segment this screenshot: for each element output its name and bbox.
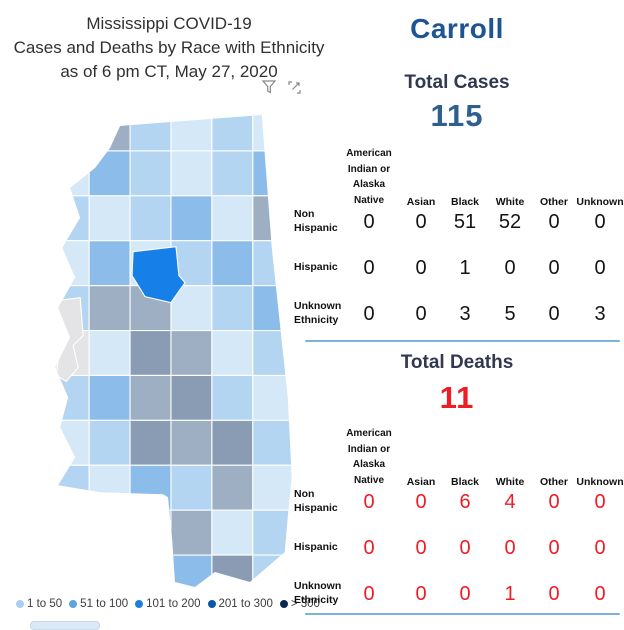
cases-by-race-table: American Indian or Alaska Native Asian B… [294,146,624,337]
legend-dot [16,600,24,608]
table-cell: 0 [363,302,375,325]
table-cell: 0 [548,256,560,279]
column-header-unknown: Unknown [576,196,624,208]
table-cell: 5 [504,302,516,325]
table-cell: 0 [548,582,560,605]
table-cell: 1 [459,256,471,279]
table-cell: 4 [504,490,516,513]
column-header-other: Other [539,196,568,208]
mississippi-county-map[interactable] [28,106,298,595]
legend-dot [69,600,78,608]
total-cases-value: 115 [430,98,484,133]
legend-label: 51 to 100 [80,598,129,610]
table-cell: 3 [594,302,606,325]
table-cell: 0 [548,490,560,513]
legend-item: 1 to 50 [16,598,62,610]
table-cell: 0 [504,256,516,279]
column-header-white: White [495,196,525,208]
table-cell: 0 [504,536,516,559]
county-detail-panel: Carroll Total Cases 115 American Indian … [292,0,624,630]
table-cell: 0 [363,536,375,559]
table-cell: 0 [363,582,375,605]
deaths-by-race-table: American Indian or Alaska Native Asian B… [294,426,624,617]
legend-item: > 300 [279,598,320,610]
table-cell: 0 [415,302,427,325]
column-header-black: Black [450,196,480,208]
report-title: Mississippi COVID-19 Cases and Deaths by… [6,12,332,83]
report-title-line2: Cases and Deaths by Race with Ethnicity [13,37,325,57]
column-header-other: Other [539,476,568,488]
row-label: Hispanic [294,541,338,554]
table-cell: 0 [594,490,606,513]
legend-label: > 300 [290,598,320,610]
column-header-american-indian: American Indian or Alaska Native [346,428,392,486]
column-header-unknown: Unknown [576,476,624,488]
horizontal-scrollbar-thumb[interactable] [30,621,100,630]
table-cell: 0 [594,256,606,279]
report-title-line3: as of 6 pm CT, May 27, 2020 [60,61,278,81]
legend-label: 101 to 200 [146,598,201,610]
table-cell: 0 [459,582,471,605]
table-cell: 51 [453,210,477,233]
row-label: Unknown Ethnicity [294,300,342,326]
table-cell: 0 [594,536,606,559]
legend-dot [207,600,216,608]
table-cell: 0 [459,536,471,559]
table-cell: 6 [459,490,471,513]
legend-label: 201 to 300 [218,598,273,610]
table-cell: 0 [594,582,606,605]
table-cell: 0 [548,536,560,559]
table-cell: 0 [415,536,427,559]
column-header-white: White [495,476,525,488]
table-cell: 0 [594,210,606,233]
legend-item: 101 to 200 [135,598,201,610]
row-label: Hispanic [294,261,338,274]
county-grid[interactable] [48,106,293,595]
row-label: Non Hispanic [294,488,338,514]
table-cell: 0 [548,302,560,325]
table-row-unknown-ethnicity: Unknown Ethnicity 0 0 3 5 0 3 [294,291,624,337]
legend-label: 1 to 50 [27,598,63,610]
legend-dot [135,600,144,608]
map-legend: 1 to 50 51 to 100 101 to 200 201 to 300 … [16,598,320,610]
table-cell: 0 [415,256,427,279]
table-cell: 0 [363,490,375,513]
column-header-black: Black [450,476,480,488]
section-divider [305,613,620,615]
selected-county-carroll[interactable] [131,246,186,304]
table-row-hispanic: Hispanic 0 0 1 0 0 0 [294,245,624,291]
table-row-non-hispanic: Non Hispanic 0 0 51 52 0 0 [294,199,624,245]
focus-mode-icon[interactable] [288,81,301,99]
legend-item: 51 to 100 [69,598,128,610]
legend-dot [279,600,288,608]
county-name-title: Carroll [410,13,504,44]
section-divider [305,340,620,342]
table-cell: 0 [415,582,427,605]
column-header-american-indian: American Indian or Alaska Native [346,148,392,206]
table-cell: 1 [504,582,516,605]
total-cases-label: Total Cases [404,72,510,93]
report-title-line1: Mississippi COVID-19 [86,14,252,33]
deaths-table-header: American Indian or Alaska Native Asian B… [294,426,624,488]
table-row-unknown-ethnicity: Unknown Ethnicity 0 0 0 1 0 0 [294,571,624,617]
table-row-non-hispanic: Non Hispanic 0 0 6 4 0 0 [294,479,624,525]
cases-table-header: American Indian or Alaska Native Asian B… [294,146,624,208]
total-deaths-label: Total Deaths [400,352,514,373]
table-cell: 0 [363,210,375,233]
table-cell: 0 [548,210,560,233]
filter-icon[interactable] [261,80,277,100]
row-label: Non Hispanic [294,208,338,234]
total-deaths-value: 11 [439,380,475,415]
column-header-asian: Asian [406,196,436,208]
table-cell: 0 [415,490,427,513]
legend-item: 201 to 300 [207,598,273,610]
table-cell: 3 [459,302,471,325]
table-row-hispanic: Hispanic 0 0 0 0 0 0 [294,525,624,571]
table-cell: 0 [363,256,375,279]
visual-header-toolbar [261,80,301,100]
column-header-asian: Asian [406,476,436,488]
table-cell: 52 [498,210,522,233]
table-cell: 0 [415,210,427,233]
row-label: Unknown Ethnicity [294,580,342,606]
